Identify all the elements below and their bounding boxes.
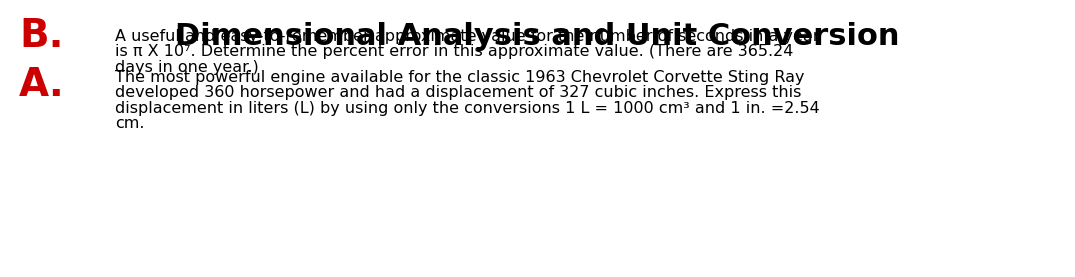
Text: B.: B. — [19, 17, 64, 55]
Text: is π X 10⁷. Determine the percent error in this approximate value. (There are 36: is π X 10⁷. Determine the percent error … — [115, 44, 793, 59]
Text: The most powerful engine available for the classic 1963 Chevrolet Corvette Sting: The most powerful engine available for t… — [115, 70, 804, 85]
Text: developed 360 horsepower and had a displacement of 327 cubic inches. Express thi: developed 360 horsepower and had a displ… — [115, 86, 801, 101]
Text: displacement in liters (L) by using only the conversions 1 L = 1000 cm³ and 1 in: displacement in liters (L) by using only… — [115, 101, 820, 116]
Text: A useful and easy-to-remember approximate value for the number of seconds in a y: A useful and easy-to-remember approximat… — [115, 29, 819, 43]
Text: Dimensional Analysis and Unit Conversion: Dimensional Analysis and Unit Conversion — [175, 22, 900, 51]
Text: days in one year.): days in one year.) — [115, 60, 259, 75]
Text: cm.: cm. — [115, 117, 144, 132]
Text: A.: A. — [19, 66, 64, 104]
